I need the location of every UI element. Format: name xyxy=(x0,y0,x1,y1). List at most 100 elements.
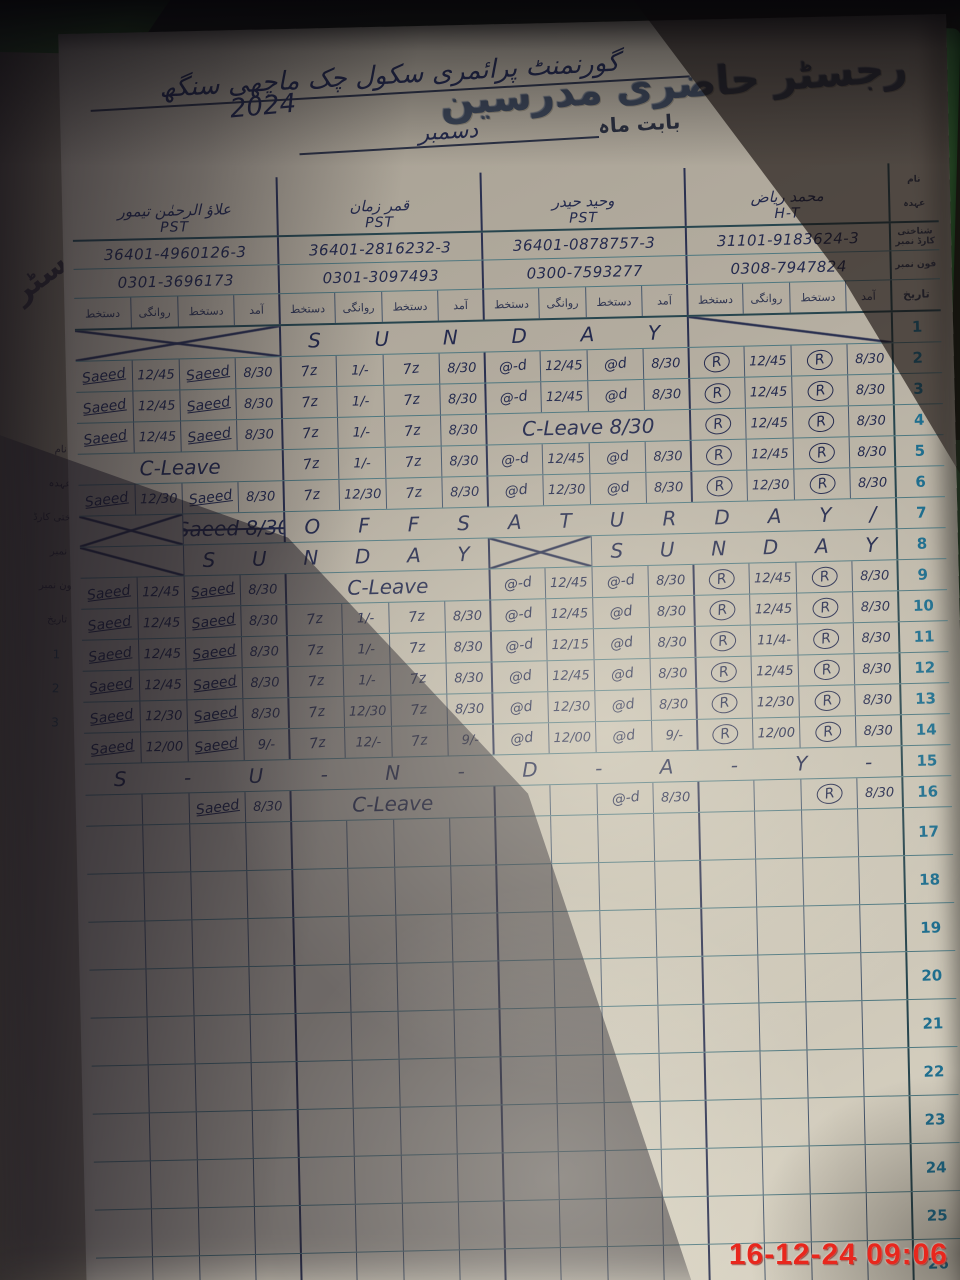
time-value: 8/30 xyxy=(862,691,893,708)
time-cell: 8/30 xyxy=(854,684,900,716)
time-cell: 8/30 xyxy=(848,436,895,468)
signature-cell: Saeed xyxy=(180,420,237,452)
time-cell: 8/30 xyxy=(444,600,490,632)
signature: 7z xyxy=(403,422,422,441)
signature-cell: R xyxy=(689,439,747,471)
time-value: 8/30 xyxy=(653,448,683,465)
signature: 7z xyxy=(301,455,321,474)
time-cell: 1/- xyxy=(337,416,385,448)
time-cell: 8/30 xyxy=(445,662,492,694)
time-cell: 8/30 xyxy=(439,414,486,446)
span-letter: N xyxy=(710,536,727,561)
signature-cell: @-d xyxy=(489,630,547,662)
span-cell xyxy=(686,312,892,347)
signature-cell xyxy=(291,868,349,918)
time-value: 12/45 xyxy=(138,429,177,445)
time-cell: 12/45 xyxy=(136,576,185,608)
signature: R xyxy=(807,471,837,496)
signature-cell: R xyxy=(693,594,750,626)
signature: Saeed xyxy=(185,394,231,416)
signature-cell xyxy=(95,1209,152,1257)
time-value: 12/45 xyxy=(544,357,583,374)
month-line: بابت ماہ دسمبر xyxy=(120,106,681,165)
time-cell xyxy=(346,819,395,868)
span-letter: U xyxy=(374,326,390,352)
day-number: 7 xyxy=(894,497,946,529)
span-letter: Y xyxy=(647,320,661,345)
camera-timestamp: 16-12-24 09:06 xyxy=(728,1238,948,1271)
subheader-label: دستخط xyxy=(585,285,642,318)
signature-cell: 7z xyxy=(391,725,448,757)
signature-cell: Saeed xyxy=(183,575,241,607)
signature-cell: @-d xyxy=(596,782,654,815)
signature-cell: 7z xyxy=(282,479,340,512)
signature-cell: R xyxy=(694,656,752,688)
signature-cell: R xyxy=(796,592,853,624)
signature: R xyxy=(806,409,836,434)
subheader-label: دستخط xyxy=(686,283,743,315)
time-value: 8/30 xyxy=(653,479,684,496)
signature-cell xyxy=(86,825,143,873)
time-cell xyxy=(354,1203,403,1252)
time-cell: 12/30 xyxy=(751,686,799,718)
signature-cell: Saeed xyxy=(187,730,244,762)
signature: R xyxy=(702,350,732,375)
signature-cell: Saeed xyxy=(81,609,138,640)
time-cell: 8/30 xyxy=(440,445,487,477)
day-number: 12 xyxy=(898,652,950,684)
signature-cell xyxy=(497,960,555,1009)
time-value: 8/30 xyxy=(651,386,682,403)
subheader-label: آمد xyxy=(641,284,687,316)
time-cell: 8/30 xyxy=(847,405,894,437)
signature-cell: 7z xyxy=(388,632,446,664)
span-letter: Y xyxy=(819,502,832,527)
signature-cell: 7z xyxy=(390,694,447,726)
time-value: 1/- xyxy=(357,641,376,658)
subheader-label: آمد xyxy=(845,280,891,312)
time-cell xyxy=(659,1100,706,1149)
time-cell xyxy=(249,1014,296,1063)
time-cell: 8/30 xyxy=(643,378,689,410)
signature: @d xyxy=(609,634,635,653)
subheader-label: روانگی xyxy=(334,291,382,323)
time-cell: 12/30 xyxy=(547,691,595,723)
time-cell: 8/30 xyxy=(244,791,291,823)
signature: 7z xyxy=(299,362,319,381)
signature-cell: Saeed xyxy=(78,485,135,516)
time-value: 8/30 xyxy=(448,422,479,438)
signature-cell: R xyxy=(791,406,849,438)
signature-cell: R xyxy=(695,687,752,719)
time-cell xyxy=(558,1199,607,1248)
time-cell xyxy=(655,908,702,957)
span-letter: D xyxy=(521,757,538,782)
time-cell xyxy=(658,1052,705,1101)
time-value: 12/45 xyxy=(137,398,176,414)
time-value: 12/45 xyxy=(751,446,789,463)
time-value: 8/30 xyxy=(447,391,478,407)
time-value: 8/30 xyxy=(658,665,688,682)
signature-cell xyxy=(96,1257,153,1280)
time-cell: 8/30 xyxy=(642,347,689,379)
signature: Saeed xyxy=(81,365,127,387)
signature: @d xyxy=(605,479,631,498)
span-cell: Saeed 8/30 xyxy=(182,512,284,545)
signature-cell xyxy=(605,1197,663,1247)
teacher-cnic: 36401-2816232-3 xyxy=(276,232,482,265)
time-cell: 12/00 xyxy=(751,717,800,749)
time-value: 1/- xyxy=(351,393,370,410)
teacher-cnic: 36401-4960126-3 xyxy=(103,242,247,264)
subheader-label: دستخط xyxy=(381,290,438,322)
day-number: 9 xyxy=(896,559,948,591)
signature-cell xyxy=(494,816,552,865)
time-cell: 12/15 xyxy=(545,629,594,661)
signature: @d xyxy=(503,481,529,501)
span-letter: A xyxy=(814,533,829,559)
signature-cell xyxy=(393,818,451,867)
signature-cell: 7z xyxy=(383,384,440,416)
signature: @-d xyxy=(504,636,535,656)
year-value: 2024 xyxy=(228,88,298,125)
signature: Saeed xyxy=(186,425,232,447)
signature-cell xyxy=(93,1113,150,1161)
day-number: 5 xyxy=(893,435,945,467)
time-cell: 8/30 xyxy=(851,560,898,592)
